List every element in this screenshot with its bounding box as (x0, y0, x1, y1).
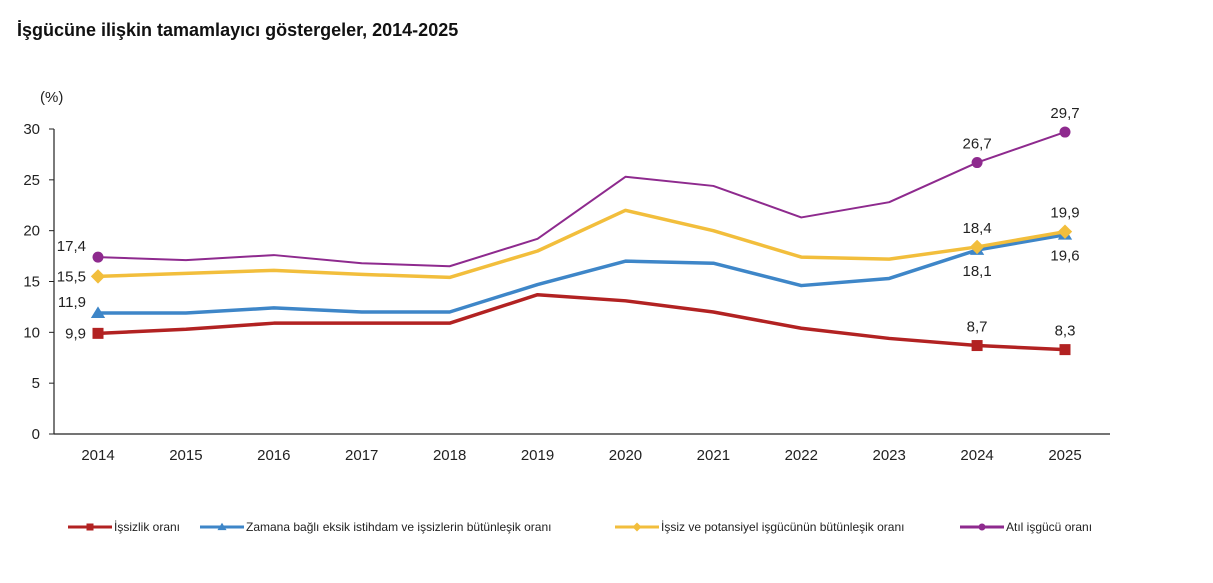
square-marker (971, 340, 983, 352)
legend-diamond-marker (632, 522, 642, 532)
legend: İşsizlik oranı Zamana bağlı eksik istihda… (68, 520, 1092, 534)
x-tick-label: 2019 (521, 447, 554, 464)
legend-label: İşsiz ve potansiyel işgücünün bütünleşik… (661, 520, 904, 534)
data-label: 9,9 (65, 325, 86, 342)
legend-circle-marker (978, 523, 986, 531)
triangle-marker (90, 306, 106, 318)
data-label: 19,9 (1050, 205, 1079, 222)
legend-label: Zamana bağlı eksik istihdam ve işsizleri… (246, 520, 551, 534)
data-label: 18,1 (962, 263, 991, 280)
legend-label: İşsizlik oranı (114, 520, 180, 534)
data-label: 29,7 (1050, 105, 1079, 122)
data-label: 26,7 (962, 136, 991, 153)
circle-marker (1059, 126, 1071, 138)
y-tick-label: 10 (23, 324, 40, 341)
series-line-1 (97, 292, 1066, 352)
y-tick-label: 5 (32, 375, 40, 392)
diamond-marker (969, 239, 985, 255)
circle-marker (971, 157, 983, 169)
diamond-marker (1057, 224, 1073, 239)
y-tick-label: 20 (23, 223, 40, 240)
data-label: 8,7 (967, 319, 988, 336)
square-marker (1059, 344, 1071, 356)
x-tick-label: 2016 (257, 447, 290, 464)
legend-square-marker (86, 523, 94, 531)
y-tick-label: 30 (23, 121, 40, 138)
x-tick-label: 2024 (960, 447, 993, 464)
y-tick-label: 25 (23, 172, 40, 189)
x-tick-label: 2021 (697, 447, 730, 464)
x-tick-label: 2017 (345, 447, 378, 464)
y-axis-unit-label: (%) (40, 89, 63, 106)
data-label: 8,3 (1055, 323, 1076, 340)
legend-triangle-marker (217, 522, 227, 531)
data-label: 11,9 (58, 294, 86, 311)
data-label: 18,4 (962, 220, 991, 237)
x-tick-label: 2020 (609, 447, 642, 464)
x-tick-label: 2025 (1048, 447, 1081, 464)
x-tick-label: 2018 (433, 447, 466, 464)
y-tick-label: 15 (23, 274, 40, 291)
legend-label: Atıl işgücü oranı (1006, 520, 1092, 534)
y-tick-label: 0 (32, 426, 40, 443)
square-marker (92, 327, 104, 339)
series-line-2 (98, 233, 1066, 315)
circle-marker (92, 251, 104, 263)
diamond-marker (90, 269, 106, 284)
chart-title: İşgücüne ilişkin tamamlayıcı göstergeler… (17, 20, 459, 40)
data-labels: 9,9 8,7 8,3 11,9 18,1 19,6 15,5 18,4 19,9 17,4 26,… (57, 105, 1080, 342)
data-label: 19,6 (1050, 248, 1079, 265)
series-line-4 (97, 131, 1066, 268)
data-label: 15,5 (57, 268, 86, 285)
series-lines (90, 126, 1073, 356)
x-tick-label: 2015 (169, 447, 202, 464)
series-line-3 (97, 208, 1066, 280)
data-label: 17,4 (57, 238, 86, 255)
x-tick-label: 2022 (785, 447, 818, 464)
x-tick-label: 2014 (81, 447, 114, 464)
x-tick-label: 2023 (872, 447, 905, 464)
